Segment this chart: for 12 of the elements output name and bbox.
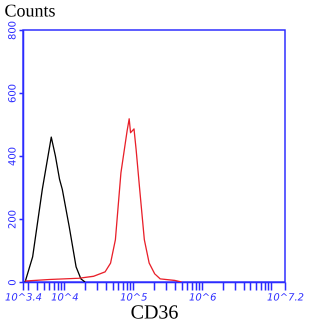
y-tick-label: 400: [8, 146, 18, 166]
x-tick-label: 10^4: [51, 292, 79, 304]
x-axis-title: CD36: [130, 302, 178, 324]
chart-title: Counts: [4, 0, 56, 20]
y-tick-label: 800: [8, 20, 18, 40]
x-tick-label: 10^6: [189, 292, 216, 304]
y-tick-label: 200: [8, 210, 18, 230]
x-tick-label: 10^5: [120, 292, 148, 304]
y-tick-label: 600: [8, 84, 18, 104]
x-tick-label: 10^7.2: [266, 292, 304, 304]
y-tick-label: 0: [8, 279, 18, 286]
x-tick-label: 10^3.4: [4, 292, 42, 304]
